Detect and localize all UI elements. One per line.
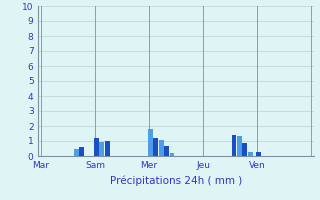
Bar (170, 153, 174, 156)
Bar (94, 138, 99, 156)
Bar (159, 140, 164, 156)
Bar (256, 152, 261, 156)
Bar (79, 147, 84, 156)
Bar (105, 141, 109, 156)
Bar (232, 135, 236, 156)
Bar (148, 129, 153, 156)
X-axis label: Précipitations 24h ( mm ): Précipitations 24h ( mm ) (110, 175, 242, 186)
Bar (74, 149, 78, 156)
Bar (237, 136, 242, 156)
Bar (248, 152, 252, 156)
Bar (153, 138, 158, 156)
Bar (164, 146, 169, 156)
Bar (100, 142, 104, 156)
Bar (243, 142, 247, 156)
